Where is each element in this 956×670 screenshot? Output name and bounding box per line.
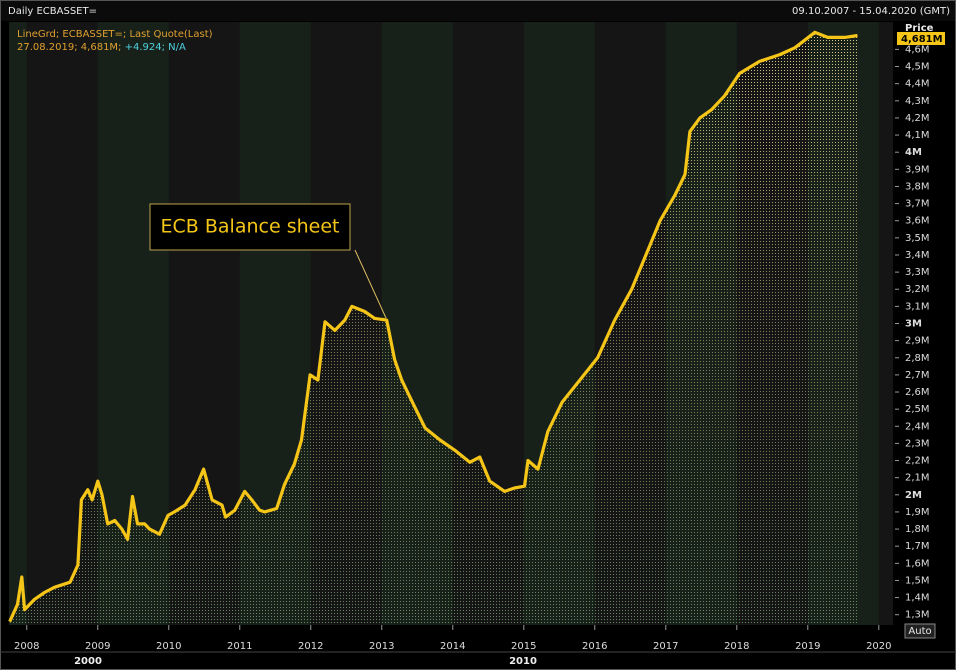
y-tick-label: 3,5M — [905, 233, 930, 244]
annotation-box — [149, 203, 351, 251]
x-tick-label: 2011 — [227, 641, 252, 652]
y-tick-label: 2,5M — [905, 404, 930, 415]
y-tick-label: 3M — [905, 319, 922, 330]
y-tick-label: 1,9M — [905, 507, 930, 518]
last-value-label: 4,681M — [901, 34, 943, 45]
y-tick-label: 3,6M — [905, 216, 930, 227]
y-tick-label: 2,9M — [905, 336, 930, 347]
y-tick-label: 1,6M — [905, 558, 930, 569]
x-tick-label: 2009 — [85, 641, 110, 652]
decade-label: 2000 — [74, 656, 102, 667]
x-tick-label: 2017 — [653, 641, 678, 652]
y-tick-label: 3,2M — [905, 284, 930, 295]
y-tick-label: 2,4M — [905, 421, 930, 432]
y-tick-label: 1,5M — [905, 575, 930, 586]
x-tick-label: 2008 — [14, 641, 39, 652]
y-tick-label: 2,2M — [905, 456, 930, 467]
y-axis-label: Price — [905, 23, 934, 34]
y-tick-label: 3,3M — [905, 267, 930, 278]
x-tick-label: 2018 — [724, 641, 749, 652]
y-tick-label: 1,3M — [905, 610, 930, 621]
area-fill — [9, 32, 858, 626]
x-tick-label: 2014 — [440, 641, 465, 652]
y-tick-label: 4,4M — [905, 79, 930, 90]
legend-info: 27.08.2019; 4,681M; +4.924; N/A — [17, 42, 186, 53]
y-tick-label: 4,3M — [905, 96, 930, 107]
y-tick-label: 4,5M — [905, 62, 930, 73]
y-tick-label: 2,6M — [905, 387, 930, 398]
date-range: 09.10.2007 - 15.04.2020 (GMT) — [792, 6, 950, 17]
x-tick-label: 2013 — [369, 641, 394, 652]
x-tick-label: 2012 — [298, 641, 323, 652]
x-tick-label: 2015 — [511, 641, 536, 652]
legend-info-change: +4.924; N/A — [125, 42, 186, 53]
y-tick-label: 4,2M — [905, 113, 930, 124]
x-tick-label: 2016 — [582, 641, 607, 652]
y-tick-label: 2,3M — [905, 438, 930, 449]
y-tick-label: 2M — [905, 490, 922, 501]
y-tick-label: 1,7M — [905, 541, 930, 552]
header-bar — [1, 1, 955, 21]
y-tick-label: 3,7M — [905, 199, 930, 210]
y-tick-label: 4,1M — [905, 130, 930, 141]
decade-label: 2010 — [509, 656, 537, 667]
y-tick-label: 2,7M — [905, 370, 930, 381]
y-tick-label: 1,8M — [905, 524, 930, 535]
y-tick-label: 1,4M — [905, 593, 930, 604]
line — [8, 30, 858, 623]
last-value-box — [897, 32, 945, 45]
y-tick-label: 4M — [905, 147, 922, 158]
y-tick-label: 3,1M — [905, 301, 930, 312]
y-tick-label: 3,8M — [905, 181, 930, 192]
annotation-pointer — [354, 249, 387, 319]
auto-button-label[interactable]: Auto — [908, 626, 931, 637]
y-tick-label: 2,1M — [905, 473, 930, 484]
y-tick-label: 3,9M — [905, 164, 930, 175]
chart-title: Daily ECBASSET= — [8, 6, 97, 17]
y-tick-label: 4,6M — [905, 44, 930, 55]
y-tick-label: 3,4M — [905, 250, 930, 261]
x-tick-label: 2019 — [795, 641, 820, 652]
auto-button[interactable] — [904, 623, 936, 639]
legend-entry: LineGrd; ECBASSET=; Last Quote(Last) — [17, 29, 213, 40]
x-tick-label: 2010 — [156, 641, 181, 652]
year-band — [878, 22, 893, 625]
annotation: ECB Balance sheet — [161, 216, 340, 238]
legend-info-value: 27.08.2019; 4,681M; — [17, 42, 121, 53]
y-tick-label: 2,8M — [905, 353, 930, 364]
x-tick-label: 2020 — [866, 641, 891, 652]
